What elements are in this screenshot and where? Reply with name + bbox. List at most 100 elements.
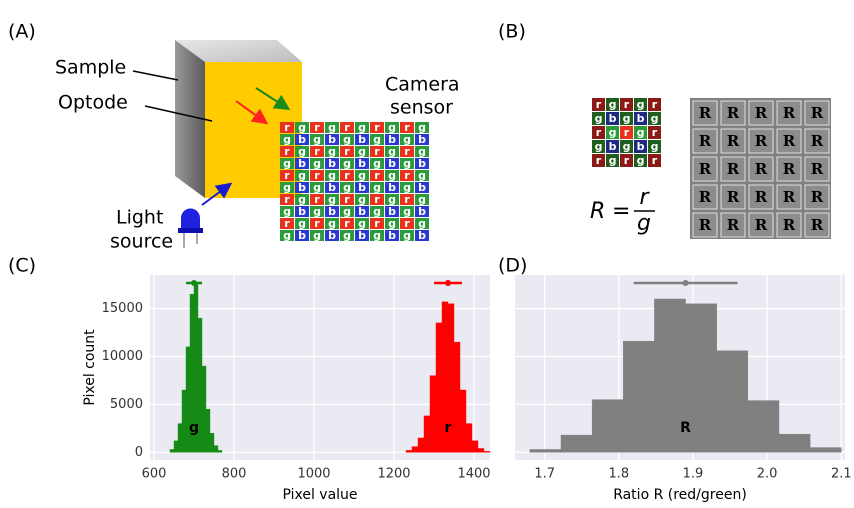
- bar: [472, 441, 478, 453]
- y-axis-label: Pixel count: [82, 329, 98, 406]
- sensor-letter: g: [313, 229, 321, 242]
- sensor-letter: g: [283, 229, 291, 242]
- bar: [170, 449, 174, 452]
- ratio-letter: R: [699, 160, 712, 178]
- optode-label: Optode: [58, 92, 128, 114]
- mean-point: [191, 280, 197, 286]
- bar: [460, 390, 466, 452]
- bar: [210, 433, 214, 452]
- sensor-letter: b: [298, 229, 306, 242]
- bar: [779, 434, 810, 452]
- bayer-letter: g: [637, 126, 645, 139]
- formula-num: r: [639, 185, 650, 210]
- bar: [530, 449, 561, 452]
- bar: [484, 451, 490, 452]
- x-tick-label: 1000: [297, 467, 330, 482]
- bayer-letter: g: [595, 112, 603, 125]
- bar: [478, 448, 484, 452]
- bar: [717, 351, 748, 453]
- camera-label: sensor: [390, 97, 453, 119]
- series-label: g: [189, 420, 199, 436]
- bayer-letter: g: [623, 140, 631, 153]
- ratio-letter: R: [699, 216, 712, 234]
- bayer-patch: rgrgrgbgbgrgrgrgbgbgrgrgr: [592, 98, 661, 167]
- bayer-letter: r: [624, 154, 630, 167]
- ratio-letter: R: [811, 188, 824, 206]
- series-label: R: [680, 420, 691, 436]
- ratio-letter: R: [755, 132, 768, 150]
- bar: [436, 323, 442, 452]
- sensor-letter: b: [388, 229, 396, 242]
- bar: [186, 347, 190, 452]
- sensor-letter: b: [328, 229, 336, 242]
- x-tick-label: 1400: [457, 467, 490, 482]
- formula-den: g: [637, 211, 651, 236]
- bar: [561, 435, 592, 452]
- bayer-letter: r: [652, 98, 658, 111]
- ratio-letter: R: [755, 104, 768, 122]
- panel-label: (B): [498, 21, 526, 43]
- bayer-letter: g: [623, 112, 631, 125]
- bar: [412, 447, 418, 453]
- panel-label: (A): [8, 21, 36, 43]
- bar: [406, 450, 412, 452]
- ratio-letter: R: [699, 132, 712, 150]
- bayer-letter: g: [609, 154, 617, 167]
- x-tick-label: 1.8: [608, 467, 629, 482]
- ratio-grid: RRRRRRRRRRRRRRRRRRRRRRRRR: [690, 98, 831, 239]
- ratio-letter: R: [783, 160, 796, 178]
- bar: [810, 448, 841, 453]
- sensor-letter: g: [403, 229, 411, 242]
- bayer-letter: g: [609, 98, 617, 111]
- ratio-letter: R: [699, 104, 712, 122]
- panel-label: (C): [8, 255, 36, 277]
- bayer-letter: r: [596, 98, 602, 111]
- formula-eq: =: [612, 199, 630, 224]
- light-label: Light: [116, 207, 163, 229]
- sensor-letter: g: [373, 229, 381, 242]
- formula-lhs: R: [590, 199, 605, 224]
- y-tick-label: 5000: [110, 397, 143, 412]
- bayer-letter: g: [651, 112, 659, 125]
- ratio-letter: R: [755, 216, 768, 234]
- bar: [430, 376, 436, 453]
- x-tick-label: 2.0: [757, 467, 778, 482]
- x-axis-label: Ratio R (red/green): [613, 487, 747, 503]
- bayer-letter: r: [596, 126, 602, 139]
- bar: [424, 416, 430, 452]
- sample-label: Sample: [55, 57, 126, 79]
- bar: [174, 441, 178, 453]
- ratio-letter: R: [727, 132, 740, 150]
- bar: [748, 401, 779, 453]
- y-tick-label: 0: [135, 445, 143, 460]
- bar: [418, 438, 424, 452]
- y-tick-label: 10000: [102, 349, 143, 364]
- bayer-letter: r: [652, 126, 658, 139]
- ratio-letter: R: [783, 188, 796, 206]
- bar: [182, 390, 186, 452]
- camera-label: Camera: [385, 74, 460, 96]
- bar: [592, 400, 623, 453]
- x-tick-label: 800: [222, 467, 247, 482]
- bayer-letter: r: [624, 126, 630, 139]
- sensor-letter: g: [343, 229, 351, 242]
- bayer-letter: g: [609, 126, 617, 139]
- bar: [454, 342, 460, 452]
- bar: [218, 450, 222, 452]
- ratio-letter: R: [755, 188, 768, 206]
- ratio-letter: R: [727, 216, 740, 234]
- ratio-letter: R: [755, 160, 768, 178]
- bayer-letter: b: [609, 140, 617, 153]
- x-tick-label: 2.1: [831, 467, 852, 482]
- bayer-letter: g: [595, 140, 603, 153]
- bayer-letter: b: [637, 140, 645, 153]
- mean-point: [445, 280, 451, 286]
- ratio-letter: R: [811, 104, 824, 122]
- bayer-letter: b: [609, 112, 617, 125]
- bayer-letter: g: [651, 140, 659, 153]
- figure: (A) (B) (C) (D) Sample Optode Camera sen…: [0, 0, 854, 508]
- bayer-letter: r: [596, 154, 602, 167]
- bayer-letter: r: [652, 154, 658, 167]
- leader-line: [133, 71, 178, 80]
